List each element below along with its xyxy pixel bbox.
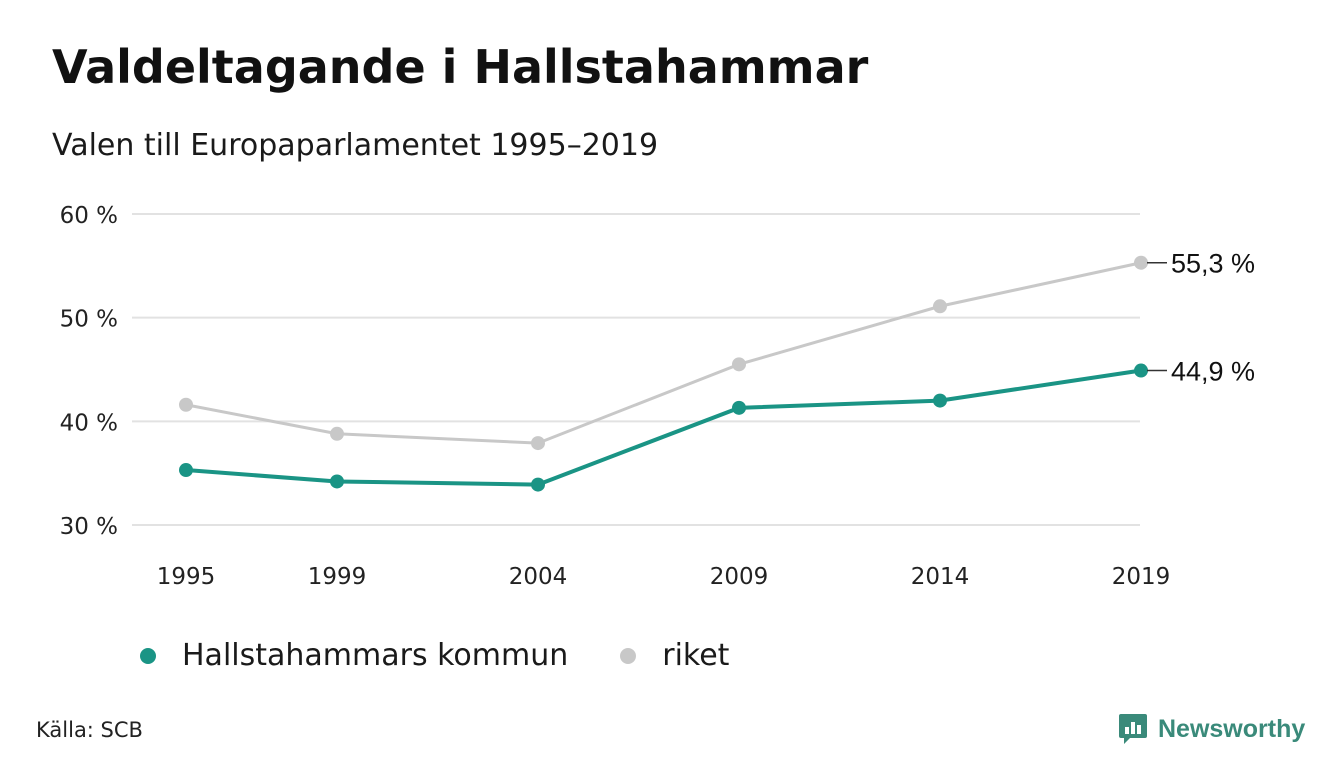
end-labels: 55,3 % 44,9 % [1147,249,1255,387]
legend-label-riket: riket [662,638,730,673]
x-axis-tick-labels: 1995 1999 2004 2009 2014 2019 [157,564,1171,590]
chart-title: Valdeltagande i Hallstahammar [52,40,869,94]
series-line-kommun [185,368,1142,487]
y-tick-label: 60 % [60,203,118,229]
line-chart: 30 % 40 % 50 % 60 % 1995 1999 2004 2009 2014 201… [60,203,1256,590]
data-point-kommun [1134,363,1148,378]
x-tick-label: 1995 [157,564,216,590]
gridlines [132,213,1140,526]
chart-subtitle: Valen till Europaparlamentet 1995–2019 [52,128,659,163]
data-point-kommun [732,400,746,415]
series-layer [179,255,1148,492]
x-tick-label: 2009 [710,564,769,590]
data-point-riket [531,436,545,451]
data-point-riket [933,299,947,314]
legend: Hallstahammars kommun riket [140,638,781,673]
end-label-riket: 55,3 % [1171,249,1255,279]
x-tick-label: 2019 [1112,564,1171,590]
data-point-kommun [531,477,545,492]
source-note: Källa: SCB [36,718,143,742]
x-tick-label: 2014 [911,564,970,590]
legend-marker-kommun [140,647,156,664]
legend-item-riket: riket [620,638,729,673]
data-point-kommun [933,393,947,408]
data-point-riket [732,357,746,372]
data-point-riket [179,397,193,412]
data-point-kommun [179,463,193,478]
brand-name: Newsworthy [1158,714,1306,743]
legend-label-kommun: Hallstahammars kommun [182,638,569,673]
x-tick-label: 2004 [509,564,568,590]
y-tick-label: 40 % [60,410,118,436]
legend-marker-riket [620,647,637,664]
end-label-kommun: 44,9 % [1171,357,1255,387]
y-tick-label: 30 % [60,514,118,540]
y-tick-label: 50 % [60,307,118,333]
data-point-riket [1134,255,1148,270]
y-axis-tick-labels: 30 % 40 % 50 % 60 % [60,203,118,540]
data-point-riket [330,426,344,441]
legend-item-kommun: Hallstahammars kommun [140,638,568,673]
newsworthy-logo-icon [1119,714,1147,744]
series-line-riket [185,261,1142,445]
data-point-kommun [330,474,344,489]
brand-logo[interactable]: Newsworthy [1118,712,1305,746]
x-tick-label: 1999 [308,564,367,590]
